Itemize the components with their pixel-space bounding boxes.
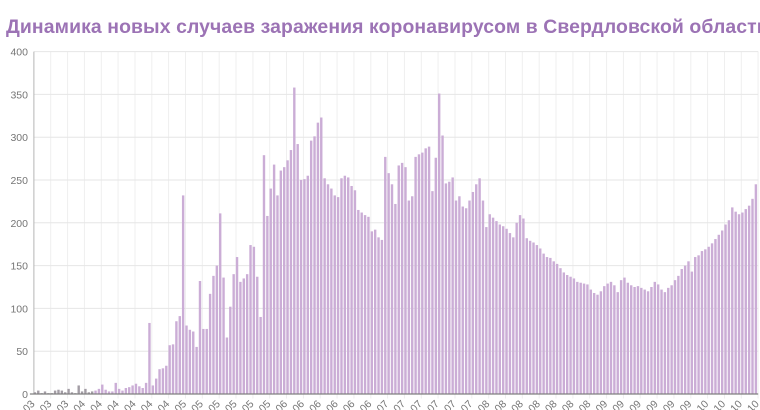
svg-text:12.07: 12.07 [398, 398, 425, 410]
svg-text:15.10: 15.10 [718, 398, 745, 410]
svg-text:08.05: 08.05 [179, 398, 206, 410]
svg-text:27.06: 27.06 [347, 398, 374, 410]
svg-text:26.08: 26.08 [549, 398, 576, 410]
svg-text:03.05: 03.05 [162, 398, 189, 410]
svg-text:06.08: 06.08 [482, 398, 509, 410]
svg-text:02.07: 02.07 [364, 398, 391, 410]
svg-text:100: 100 [10, 303, 28, 315]
svg-text:11.08: 11.08 [499, 398, 526, 410]
svg-text:02.06: 02.06 [263, 398, 290, 410]
svg-text:07.06: 07.06 [280, 398, 307, 410]
svg-text:13.05: 13.05 [196, 398, 223, 410]
svg-text:31.08: 31.08 [566, 398, 593, 410]
svg-text:22.07: 22.07 [432, 398, 459, 410]
svg-text:200: 200 [10, 218, 28, 230]
svg-text:17.07: 17.07 [415, 398, 442, 410]
svg-text:13.04: 13.04 [95, 398, 122, 410]
svg-text:08.04: 08.04 [78, 398, 105, 410]
svg-text:250: 250 [10, 175, 28, 187]
svg-text:28.04: 28.04 [145, 398, 172, 410]
svg-text:17.06: 17.06 [314, 398, 341, 410]
svg-text:150: 150 [10, 261, 28, 273]
svg-text:12.06: 12.06 [297, 398, 324, 410]
svg-text:15.09: 15.09 [617, 398, 644, 410]
svg-text:300: 300 [10, 132, 28, 144]
svg-text:10.10: 10.10 [701, 398, 728, 410]
svg-text:03.04: 03.04 [61, 398, 88, 410]
svg-text:23.05: 23.05 [229, 398, 256, 410]
svg-text:16.08: 16.08 [516, 398, 543, 410]
svg-text:18.04: 18.04 [112, 398, 139, 410]
svg-text:400: 400 [10, 47, 28, 59]
svg-text:25.09: 25.09 [650, 398, 677, 410]
svg-text:21.08: 21.08 [533, 398, 560, 410]
svg-text:22.06: 22.06 [330, 398, 357, 410]
svg-text:18.05: 18.05 [213, 398, 240, 410]
svg-text:350: 350 [10, 89, 28, 101]
svg-text:20.09: 20.09 [634, 398, 661, 410]
svg-text:19.03: 19.03 [10, 398, 37, 410]
svg-text:10.09: 10.09 [600, 398, 627, 410]
svg-text:27.07: 27.07 [448, 398, 475, 410]
svg-text:01.08: 01.08 [465, 398, 492, 410]
svg-text:29.03: 29.03 [44, 398, 71, 410]
svg-text:28.05: 28.05 [246, 398, 273, 410]
svg-text:05.10: 05.10 [684, 398, 711, 410]
svg-text:24.03: 24.03 [27, 398, 54, 410]
svg-text:30.09: 30.09 [667, 398, 694, 410]
svg-text:05.09: 05.09 [583, 398, 610, 410]
svg-text:0: 0 [22, 389, 28, 401]
svg-text:50: 50 [16, 346, 28, 358]
svg-text:07.07: 07.07 [381, 398, 408, 410]
svg-text:20.10: 20.10 [735, 398, 760, 410]
svg-text:23.04: 23.04 [128, 398, 155, 410]
